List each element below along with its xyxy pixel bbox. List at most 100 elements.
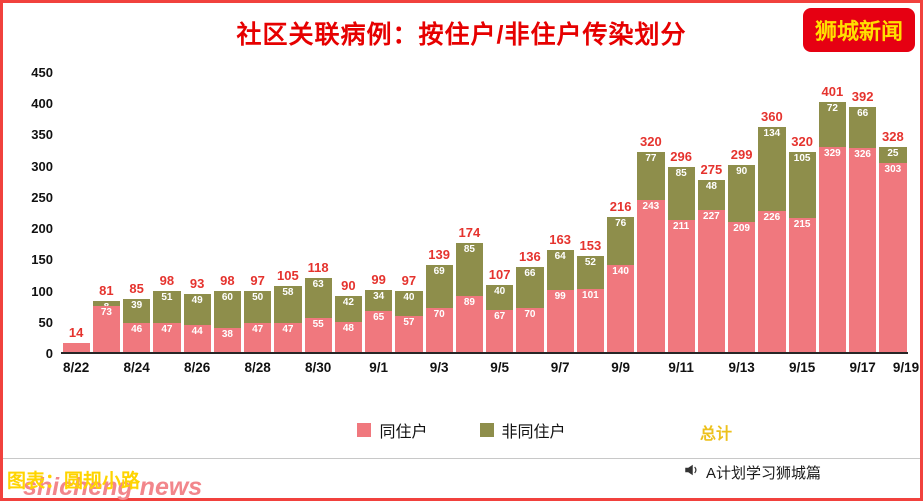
bar-group: 136 66 70: [516, 73, 544, 352]
bar-total-label: 174: [458, 225, 481, 241]
plot-area: 1408187385394698514793494498603897504710…: [61, 73, 908, 355]
legend-label-household: 同住户: [379, 424, 428, 441]
credit-text: A计划学习狮城篇: [706, 464, 822, 482]
chart-title: 社区关联病例：按住户/非住户传染划分: [236, 21, 687, 49]
segment-label: 99: [554, 291, 566, 303]
segment-label: 140: [612, 265, 629, 277]
segment-non-household: 77: [637, 152, 665, 201]
megaphone-icon: [683, 461, 701, 483]
bar-total-label: 85: [129, 280, 144, 296]
segment-household: 55: [304, 317, 332, 352]
segment-household: 47: [274, 322, 302, 352]
y-tick-label: 200: [31, 221, 53, 237]
bar-total-label: 99: [371, 272, 386, 288]
bar-group: 97 40 57: [395, 73, 423, 352]
y-tick-label: 100: [31, 283, 53, 299]
segment-non-household: 63: [304, 278, 332, 318]
segment-household: 99: [546, 290, 574, 352]
bar-group: 107 40 67: [486, 73, 514, 352]
x-tick-label: 9/15: [788, 360, 816, 375]
segment-household: 65: [365, 311, 393, 352]
bar-group: 296 85 211: [667, 73, 695, 352]
segment-household: 70: [516, 308, 544, 352]
bar-total-label: 153: [579, 238, 602, 254]
segment-household: 243: [637, 200, 665, 352]
segment-non-household: 85: [455, 243, 483, 297]
watermark: shicheng news 图表：圆规小路: [7, 456, 307, 502]
segment-label: 49: [191, 294, 203, 306]
segment-label: 329: [824, 147, 841, 159]
segment-non-household: 60: [213, 290, 241, 329]
bar-total-label: 136: [519, 249, 541, 265]
segment-label: 46: [131, 324, 143, 336]
segment-household: 101: [576, 288, 604, 352]
segment-non-household: 90: [728, 165, 756, 222]
segment-non-household: 51: [153, 290, 181, 323]
x-tick-label: 8/24: [123, 360, 150, 375]
legend-label-non-household: 非同住户: [501, 424, 566, 441]
segment-label: 51: [161, 291, 173, 303]
segment-label: 48: [705, 181, 717, 193]
non-household-swatch: [479, 423, 494, 437]
segment-non-household: 58: [274, 286, 302, 323]
segment-label: 66: [857, 108, 869, 120]
x-tick-label: 9/1: [369, 360, 389, 375]
segment-label: 52: [584, 257, 596, 269]
segment-non-household: 48: [697, 180, 725, 211]
segment-non-household: 39: [123, 298, 151, 324]
segment-household: 329: [818, 146, 846, 352]
segment-label: 76: [615, 218, 627, 230]
bar-group: 118 63 55: [304, 73, 332, 352]
segment-label: 38: [221, 329, 233, 341]
segment-label: 303: [884, 163, 902, 175]
segment-household: 44: [183, 324, 211, 352]
segment-label: 47: [282, 323, 294, 335]
y-tick-label: 300: [31, 158, 53, 174]
segment-household: 46: [123, 323, 151, 352]
x-tick-label: 8/28: [244, 360, 271, 375]
segment-label: 48: [342, 323, 354, 335]
total-legend-label: 总计: [700, 426, 733, 443]
segment-non-household: 50: [244, 291, 272, 323]
x-tick-label: 8/30: [304, 360, 332, 375]
segment-non-household: 40: [395, 291, 423, 317]
segment-label: 70: [524, 309, 536, 321]
bar-group: 140: [62, 73, 90, 355]
y-tick-label: 250: [31, 189, 53, 205]
segment-label: 90: [736, 166, 748, 178]
segment-label: 215: [793, 218, 811, 230]
x-tick-label: 8/22: [62, 360, 90, 375]
watermark-site-text: shicheng news: [23, 473, 203, 501]
segment-label: 58: [282, 287, 294, 299]
watermark-chart-credit: 图表：圆规小路: [7, 471, 141, 492]
bar-total-label: 118: [307, 260, 329, 276]
segment-label: 63: [312, 279, 324, 291]
segment-label: 55: [312, 318, 324, 330]
segment-label: 34: [373, 291, 385, 303]
bar-group: 85 39 46: [123, 73, 151, 352]
segment-household: 47: [153, 322, 181, 352]
segment-label: 42: [342, 296, 354, 308]
segment-household: 67: [486, 310, 514, 352]
segment-label: 226: [763, 211, 781, 223]
bar-group: 320 77 243: [637, 73, 665, 352]
bar-total-label: 392: [851, 89, 874, 105]
bar-group: 174 85 89: [455, 73, 483, 352]
segment-non-household: 105: [788, 152, 816, 218]
x-tick-label: 9/17: [849, 360, 876, 375]
bar-total-label: 216: [609, 199, 632, 215]
footer-credit: A计划学习狮城篇: [683, 461, 821, 483]
bar-group: 328 25 303: [879, 73, 907, 352]
segment-label: 64: [554, 251, 566, 263]
segment-non-household: 76: [607, 217, 635, 265]
segment-household: [62, 343, 90, 352]
bar-total-label: 275: [700, 162, 723, 178]
bar-total-label: 107: [488, 267, 511, 283]
bar-total-label: 328: [882, 129, 904, 145]
segment-non-household: 134: [758, 127, 786, 211]
segment-label: 25: [887, 148, 899, 160]
segment-non-household: 42: [334, 295, 362, 323]
segment-label: 40: [403, 292, 415, 304]
bar-total-label: 97: [401, 273, 417, 289]
